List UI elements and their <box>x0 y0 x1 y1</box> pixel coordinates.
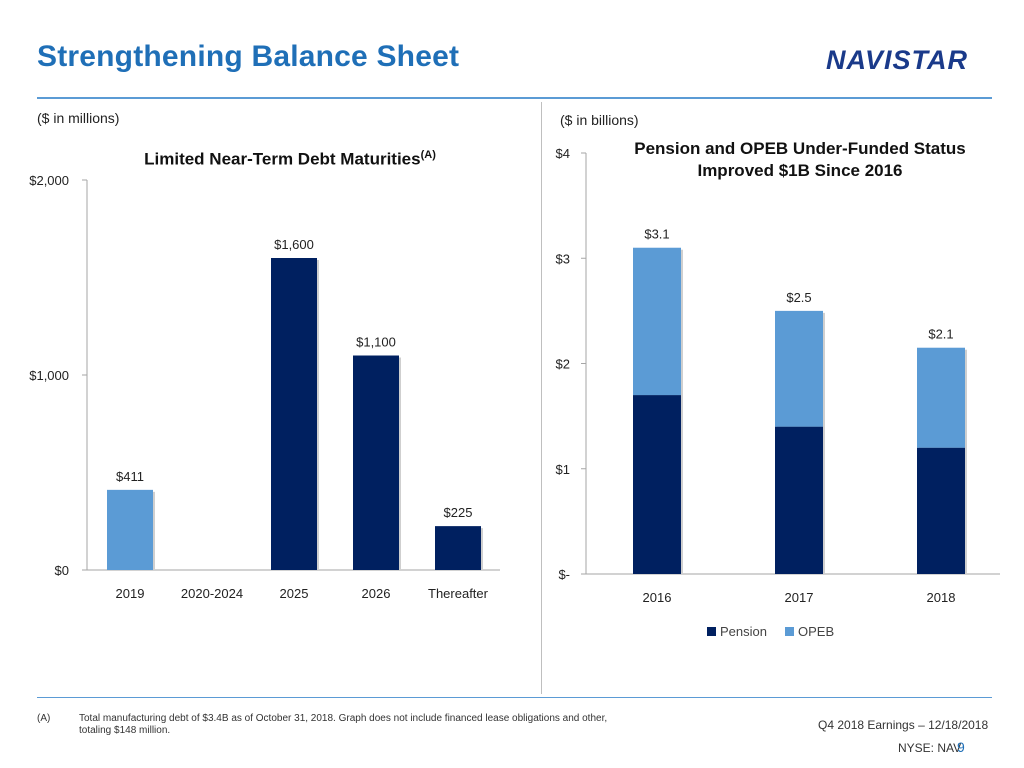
pension-y-tick-label: $3 <box>556 251 570 266</box>
debt-chart-title-text: Limited Near-Term Debt Maturities <box>144 149 421 169</box>
pension-chart-title: Pension and OPEB Under-Funded Status Imp… <box>590 138 1010 182</box>
legend-label-pension: Pension <box>720 624 767 639</box>
right-unit-label: ($ in billions) <box>560 112 639 128</box>
pension-bar-segment-opeb <box>633 247 681 396</box>
debt-x-tick-label: 2025 <box>280 586 309 601</box>
pension-bar-segment-pension <box>775 426 823 574</box>
pension-x-tick-label: 2018 <box>927 590 956 605</box>
page-number: 9 <box>957 739 965 755</box>
page-title: Strengthening Balance Sheet <box>37 40 460 73</box>
pension-bar-segment-opeb <box>775 310 823 427</box>
legend-swatch-opeb <box>784 627 794 636</box>
debt-bar <box>107 489 153 570</box>
pension-bar-segment-pension <box>917 447 965 574</box>
pension-y-tick-label: $2 <box>556 357 570 372</box>
debt-bar <box>353 355 399 570</box>
header-divider <box>37 97 992 99</box>
chart-separator <box>541 102 542 694</box>
debt-bar-value-label: $411 <box>116 469 144 484</box>
debt-chart-title-superscript: (A) <box>420 149 436 161</box>
footer-divider <box>37 697 992 698</box>
debt-bar <box>435 526 481 570</box>
navistar-logo: NAVISTAR <box>826 47 991 74</box>
earnings-date: Q4 2018 Earnings – 12/18/2018 <box>818 718 989 732</box>
debt-x-tick-label: Thereafter <box>428 586 489 601</box>
debt-maturities-chart: $0 $1,000 $2,000 $411 2019 2020-2024 $1,600 202… <box>29 173 500 601</box>
pension-chart-legend: Pension OPEB <box>707 624 852 639</box>
pension-chart-title-line-2: Improved $1B Since 2016 <box>697 161 903 180</box>
debt-chart-title: Limited Near-Term Debt Maturities(A) <box>100 144 480 171</box>
pension-x-tick-label: 2016 <box>643 590 672 605</box>
pension-y-tick-label: $1 <box>556 462 570 477</box>
footnote-text: Total manufacturing debt of $3.4B as of … <box>79 713 608 736</box>
debt-bar-value-label: $1,100 <box>356 335 396 350</box>
legend-label-opeb: OPEB <box>797 624 835 639</box>
pension-chart-title-line-1: Pension and OPEB Under-Funded Status <box>634 139 966 158</box>
pension-y-tick-label: $- <box>558 567 570 582</box>
pension-y-tick-label: $4 <box>556 146 570 161</box>
debt-x-tick-label: 2026 <box>362 586 391 601</box>
pension-bar-segment-opeb <box>917 347 965 448</box>
left-unit-label: ($ in millions) <box>37 110 120 126</box>
pension-x-tick-label: 2017 <box>785 590 814 605</box>
debt-x-tick-label: 2020-2024 <box>181 586 243 601</box>
pension-bar-total-label: $3.1 <box>644 227 669 242</box>
debt-y-tick-label: $2,000 <box>29 173 69 188</box>
pension-bar-total-label: $2.5 <box>786 290 811 305</box>
footnote-mark: (A) <box>37 713 51 724</box>
pension-bar-total-label: $2.1 <box>928 327 953 342</box>
debt-bar-value-label: $225 <box>444 505 473 520</box>
debt-x-tick-label: 2019 <box>116 586 145 601</box>
debt-y-tick-label: $0 <box>55 563 69 578</box>
legend-swatch-pension <box>707 627 716 636</box>
pension-opeb-chart: $- $1 $2 $3 $4 $3.1 2016 $2.5 2017 $2.1 2018 <box>556 146 1000 605</box>
debt-bar <box>271 258 317 570</box>
stock-ticker: NYSE: NAV <box>898 741 962 755</box>
logo-text: NAVISTAR <box>826 45 968 75</box>
legend-item-opeb: OPEB <box>784 624 835 639</box>
debt-bar-value-label: $1,600 <box>274 237 314 252</box>
pension-bar-segment-pension <box>633 395 681 574</box>
legend-item-pension: Pension <box>707 624 767 639</box>
debt-y-tick-label: $1,000 <box>29 368 69 383</box>
